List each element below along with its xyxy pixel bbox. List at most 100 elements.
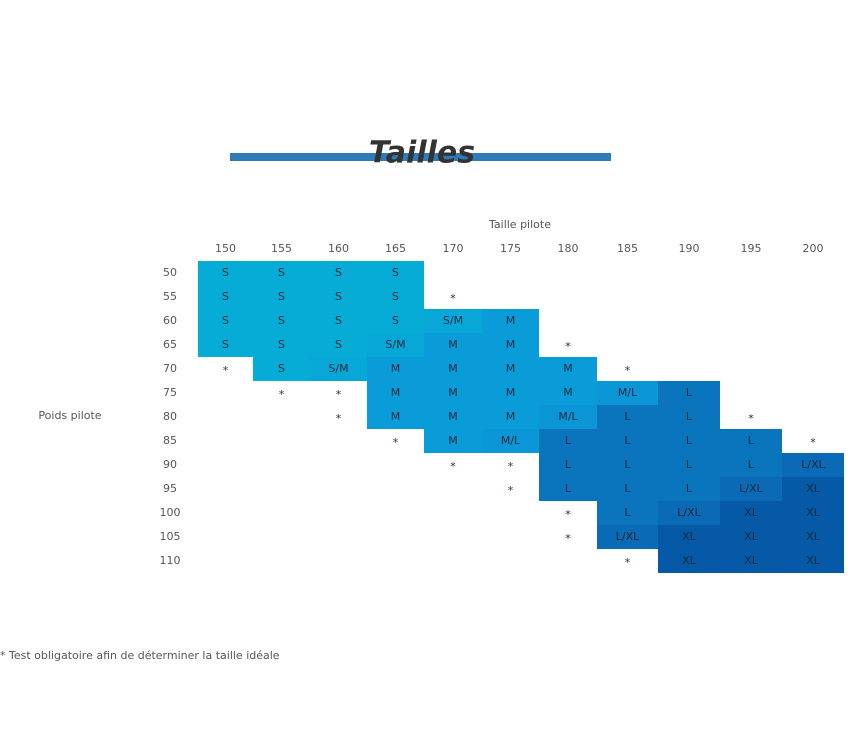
size-cell: [424, 357, 482, 381]
size-label: S/M: [443, 314, 463, 327]
size-cell: [198, 309, 253, 333]
size-label: S: [392, 290, 399, 303]
size-label: XL: [744, 554, 759, 567]
row-header: Poids pilote: [38, 409, 101, 422]
test-mark: *: [565, 508, 571, 521]
row-label: 95: [163, 482, 177, 495]
size-label: M: [448, 338, 458, 351]
row-label: 65: [163, 338, 177, 351]
size-label: S: [222, 290, 229, 303]
size-cell: [597, 453, 658, 477]
size-label: L: [686, 386, 693, 399]
size-label: XL: [744, 530, 759, 543]
size-cell: [367, 285, 424, 309]
column-label: 200: [803, 242, 824, 255]
size-label: S/M: [385, 338, 405, 351]
row-label: 100: [160, 506, 181, 519]
size-cell: [597, 477, 658, 501]
size-label: M: [448, 362, 458, 375]
size-cell: [367, 405, 424, 429]
row-label: 50: [163, 266, 177, 279]
size-label: M: [563, 362, 573, 375]
row-label: 110: [160, 554, 181, 567]
size-cell: [782, 549, 844, 573]
size-label: M: [506, 362, 516, 375]
size-label: S: [222, 338, 229, 351]
row-label: 80: [163, 410, 177, 423]
size-label: XL: [744, 506, 759, 519]
test-mark: *: [450, 292, 456, 305]
size-cell: [539, 357, 597, 381]
size-label: L: [748, 434, 755, 447]
column-label: 150: [215, 242, 236, 255]
test-mark: *: [748, 412, 754, 425]
size-label: L: [624, 410, 631, 423]
size-cell: [367, 261, 424, 285]
size-cell: [658, 429, 720, 453]
size-label: S: [392, 314, 399, 327]
size-cell: [720, 525, 782, 549]
size-cell: [482, 357, 539, 381]
size-label: L: [624, 482, 631, 495]
size-cell: [310, 357, 367, 381]
size-cell: [597, 525, 658, 549]
row-label: 90: [163, 458, 177, 471]
test-mark: *: [393, 436, 399, 449]
test-mark: *: [336, 388, 342, 401]
test-mark: *: [450, 460, 456, 473]
size-cell: [539, 429, 597, 453]
column-label: 170: [443, 242, 464, 255]
size-cell: [597, 381, 658, 405]
size-label: L: [565, 482, 572, 495]
size-cell: [720, 453, 782, 477]
size-label: L/XL: [801, 458, 825, 471]
size-cell: [253, 333, 310, 357]
size-label: S: [278, 338, 285, 351]
title-bar: [230, 153, 611, 161]
test-mark: *: [223, 364, 229, 377]
size-cell: [782, 477, 844, 501]
size-cell: [482, 405, 539, 429]
size-label: L/XL: [677, 506, 701, 519]
size-cell: [539, 477, 597, 501]
size-cell: [539, 405, 597, 429]
size-cell: [658, 453, 720, 477]
size-cell: [424, 381, 482, 405]
size-cell: [310, 285, 367, 309]
size-cell: [658, 477, 720, 501]
size-label: L: [624, 434, 631, 447]
size-label: S: [278, 362, 285, 375]
column-label: 195: [741, 242, 762, 255]
size-cell: [310, 333, 367, 357]
size-label: S/M: [328, 362, 348, 375]
size-cell: [310, 309, 367, 333]
size-cell: [424, 309, 482, 333]
size-cell: [720, 549, 782, 573]
size-label: M/L: [501, 434, 521, 447]
size-label: XL: [806, 530, 821, 543]
size-cell: [658, 549, 720, 573]
size-cell: [198, 261, 253, 285]
size-label: M: [506, 410, 516, 423]
size-label: S: [335, 338, 342, 351]
column-label: 155: [271, 242, 292, 255]
size-cell: [782, 453, 844, 477]
size-cell: [367, 309, 424, 333]
column-label: 180: [558, 242, 579, 255]
size-label: L: [686, 482, 693, 495]
size-label: S: [335, 266, 342, 279]
size-label: L: [748, 458, 755, 471]
size-label: M/L: [618, 386, 638, 399]
size-label: S: [278, 266, 285, 279]
size-cell: [539, 453, 597, 477]
size-label: L: [565, 434, 572, 447]
size-label: M: [563, 386, 573, 399]
size-cell: [482, 309, 539, 333]
size-label: M: [506, 386, 516, 399]
row-label: 60: [163, 314, 177, 327]
test-mark: *: [336, 412, 342, 425]
size-label: M: [448, 410, 458, 423]
size-label: S: [392, 266, 399, 279]
size-cell: [597, 405, 658, 429]
